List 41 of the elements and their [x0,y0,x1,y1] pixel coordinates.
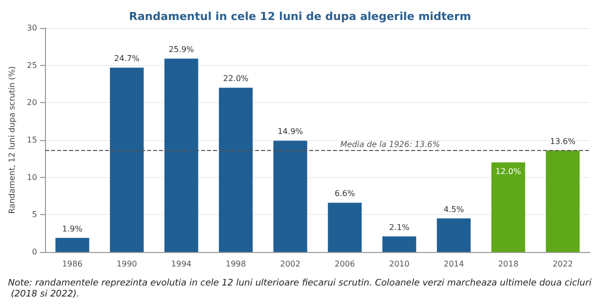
y-tick-label: 5 [32,210,38,220]
bar [218,88,253,252]
x-tick-label: 2018 [498,260,518,268]
bar [436,218,471,252]
x-tick-label: 2002 [280,260,300,268]
bar [110,68,144,252]
x-tick-label: 1998 [226,260,246,268]
data-label: 12.0% [496,166,522,176]
data-label: 2.1% [389,222,410,232]
bar [164,58,198,252]
bar [55,238,90,252]
bar [273,140,308,252]
data-label: 1.9% [62,224,83,234]
y-tick-label: 30 [26,24,38,32]
ref-line-label: Media de la 1926: 13.6% [340,140,440,149]
y-tick-label: 10 [26,172,38,182]
chart-title: Randamentul in cele 12 luni de dupa alegerile midterm [128,10,472,23]
text: Note: randamentele reprezinta evolutia in cele 12 luni ulterioare fiecarui scrutin. Coloanele verzi marcheaza ultimele doua cicluri (2018 si 2022). [8,278,592,300]
x-tick-label: 2010 [389,260,410,268]
bar [491,162,526,252]
y-tick-label: 15 [26,136,38,144]
y-axis-title: Randament, 12 luni dupa scrutin (%) [8,66,16,214]
bar [546,150,580,252]
y-tick-label: 25 [26,60,38,70]
x-tick-label: 1986 [62,260,83,268]
x-tick-label: 2014 [444,260,464,268]
y-tick-label: 20 [26,98,38,108]
data-label: 25.9% [168,45,194,54]
data-label: 14.9% [278,127,304,136]
x-tick-label: 2022 [552,260,573,268]
x-tick-label: 1990 [116,260,137,268]
x-tick-label: 2006 [334,260,355,268]
data-label: 24.7% [114,54,140,64]
x-tick-label: 1994 [171,260,192,268]
data-label: 22.0% [223,74,249,84]
data-label: 6.6% [334,189,356,198]
data-label: 13.6% [550,136,576,146]
y-tick-label: 0 [32,248,38,256]
data-label: 4.5% [444,204,464,214]
bar [382,236,416,252]
bar [328,202,362,252]
